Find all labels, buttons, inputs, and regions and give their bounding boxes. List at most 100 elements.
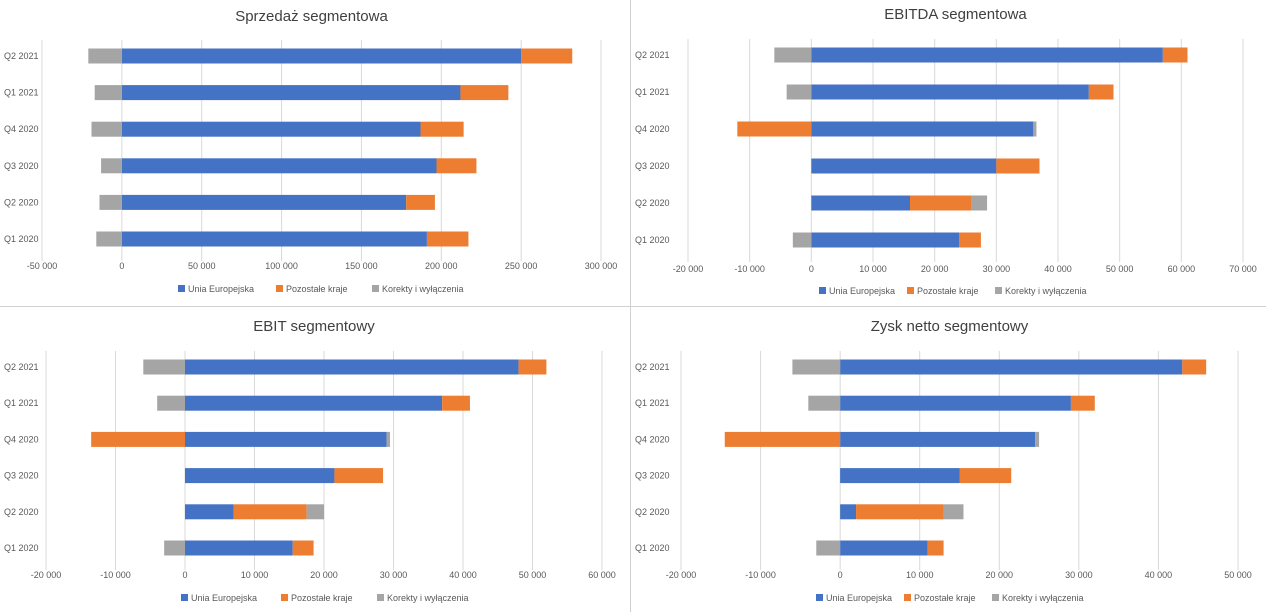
- sales-legend-swatch: [372, 285, 379, 292]
- ebitda-bar-other: [910, 195, 972, 211]
- ebitda-bar-other: [959, 232, 981, 248]
- net-profit-bar-adj: [808, 395, 841, 411]
- sales-x-tick-label: 300 000: [585, 261, 618, 271]
- ebit-x-tick-label: 60 000: [588, 570, 616, 580]
- ebitda-bar-other: [737, 121, 812, 137]
- net-profit-bar-other: [1182, 359, 1207, 375]
- sales-y-tick-label: Q2 2021: [4, 51, 39, 61]
- ebit-bar-adj: [306, 504, 324, 520]
- sales-x-tick-label: 50 000: [188, 261, 216, 271]
- ebitda-bar-other: [1088, 84, 1114, 100]
- ebit-bar-ue: [185, 431, 387, 447]
- ebit-y-tick-label: Q3 2020: [4, 471, 39, 481]
- net-profit-x-tick-label: 0: [838, 570, 843, 580]
- sales-x-tick-label: 0: [119, 261, 124, 271]
- sales-bar-other: [406, 194, 435, 210]
- net-profit-bar-ue: [840, 395, 1071, 411]
- net-profit-legend-swatch: [904, 594, 911, 601]
- net-profit-legend-label: Pozostałe kraje: [914, 593, 976, 603]
- ebitda-x-tick-label: 60 000: [1168, 264, 1196, 274]
- net-profit-legend-swatch: [816, 594, 823, 601]
- ebitda-x-tick-label: 40 000: [1044, 264, 1072, 274]
- net-profit-bar-ue: [840, 540, 928, 556]
- sales-legend-swatch: [276, 285, 283, 292]
- sales-bar-adj: [88, 48, 122, 64]
- ebit-x-tick-label: 0: [182, 570, 187, 580]
- net-profit-y-tick-label: Q2 2020: [635, 507, 670, 517]
- chart-net-profit: Zysk netto segmentowy -20 000 -10 000 0 10 0…: [635, 318, 1252, 603]
- ebit-y-tick-label: Q2 2021: [4, 362, 39, 372]
- sales-x-tick-label: 200 000: [425, 261, 458, 271]
- ebit-x-tick-label: 20 000: [310, 570, 338, 580]
- ebit-legend-swatch: [281, 594, 288, 601]
- ebit-bar-adj: [157, 395, 185, 411]
- ebit-x-tick-label: 30 000: [380, 570, 408, 580]
- ebitda-bar-ue: [811, 47, 1163, 63]
- sales-bar-adj: [94, 85, 122, 101]
- net-profit-y-tick-label: Q1 2020: [635, 543, 670, 553]
- sales-bar-ue: [121, 158, 437, 174]
- sales-y-tick-label: Q4 2020: [4, 124, 39, 134]
- sales-bar-ue: [121, 194, 407, 210]
- ebit-bar-other: [292, 540, 314, 556]
- net-profit-bar-adj: [1035, 431, 1040, 447]
- ebit-bar-other: [233, 504, 307, 520]
- ebitda-x-tick-label: 0: [809, 264, 814, 274]
- ebitda-y-tick-label: Q2 2020: [635, 198, 670, 208]
- ebit-bar-adj: [386, 431, 391, 447]
- ebit-y-tick-label: Q4 2020: [4, 434, 39, 444]
- ebitda-y-tick-label: Q1 2020: [635, 235, 670, 245]
- sales-bar-adj: [101, 158, 122, 174]
- ebit-y-tick-label: Q1 2021: [4, 398, 39, 408]
- ebit-x-tick-label: 40 000: [449, 570, 477, 580]
- net-profit-bar-adj: [816, 540, 841, 556]
- ebit-y-tick-label: Q1 2020: [4, 543, 39, 553]
- ebit-x-tick-label: 10 000: [241, 570, 269, 580]
- chart-ebitda: EBITDA segmentowa -20 000 -10 000 0 10 000 20…: [635, 6, 1257, 296]
- net-profit-x-tick-label: 20 000: [986, 570, 1014, 580]
- chart-panel-net-profit: Zysk netto segmentowy -20 000 -10 000 0 10 0…: [631, 307, 1266, 612]
- sales-x-tick-label: -50 000: [27, 261, 58, 271]
- ebit-bar-ue: [185, 395, 443, 411]
- ebit-chart-title: EBIT segmentowy: [253, 318, 375, 335]
- sales-y-tick-label: Q1 2021: [4, 88, 39, 98]
- net-profit-x-tick-label: 30 000: [1065, 570, 1093, 580]
- ebit-x-tick-label: -20 000: [31, 570, 62, 580]
- net-profit-x-tick-label: -20 000: [666, 570, 697, 580]
- net-profit-bar-ue: [840, 468, 960, 484]
- net-profit-x-tick-label: 10 000: [906, 570, 934, 580]
- ebit-legend-label: Pozostałe kraje: [291, 593, 353, 603]
- ebitda-bar-ue: [811, 158, 997, 174]
- net-profit-bar-other: [959, 468, 1012, 484]
- sales-bar-adj: [96, 231, 122, 247]
- ebitda-y-tick-label: Q3 2020: [635, 161, 670, 171]
- sales-bar-other: [420, 121, 464, 137]
- ebit-bar-ue: [185, 504, 234, 520]
- ebitda-bar-ue: [811, 121, 1034, 137]
- ebit-legend-swatch: [181, 594, 188, 601]
- ebitda-x-tick-label: 20 000: [921, 264, 949, 274]
- sales-chart-title: Sprzedaż segmentowa: [235, 8, 388, 25]
- ebitda-legend-swatch: [907, 287, 914, 294]
- net-profit-x-tick-label: 50 000: [1224, 570, 1252, 580]
- sales-legend-label: Pozostałe kraje: [286, 284, 348, 294]
- ebit-bar-adj: [164, 540, 185, 556]
- net-profit-chart-title: Zysk netto segmentowy: [871, 318, 1029, 335]
- panel-divider-horizontal: [0, 306, 1266, 307]
- ebitda-x-tick-label: 30 000: [983, 264, 1011, 274]
- ebit-bar-ue: [185, 359, 519, 375]
- ebit-bar-ue: [185, 468, 335, 484]
- ebitda-x-tick-label: 70 000: [1229, 264, 1257, 274]
- ebitda-chart-title: EBITDA segmentowa: [884, 6, 1027, 23]
- chart-panel-ebit: EBIT segmentowy -20 000 -10 000 0 10 000 20 0…: [0, 307, 630, 612]
- net-profit-bar-other: [724, 431, 841, 447]
- ebitda-bar-ue: [811, 195, 910, 211]
- ebitda-bar-ue: [811, 232, 960, 248]
- net-profit-bar-adj: [943, 504, 964, 520]
- ebitda-bar-other: [1162, 47, 1188, 63]
- ebitda-y-tick-label: Q4 2020: [635, 124, 670, 134]
- ebit-y-tick-label: Q2 2020: [4, 507, 39, 517]
- net-profit-bar-ue: [840, 359, 1183, 375]
- ebitda-legend-label: Unia Europejska: [829, 286, 895, 296]
